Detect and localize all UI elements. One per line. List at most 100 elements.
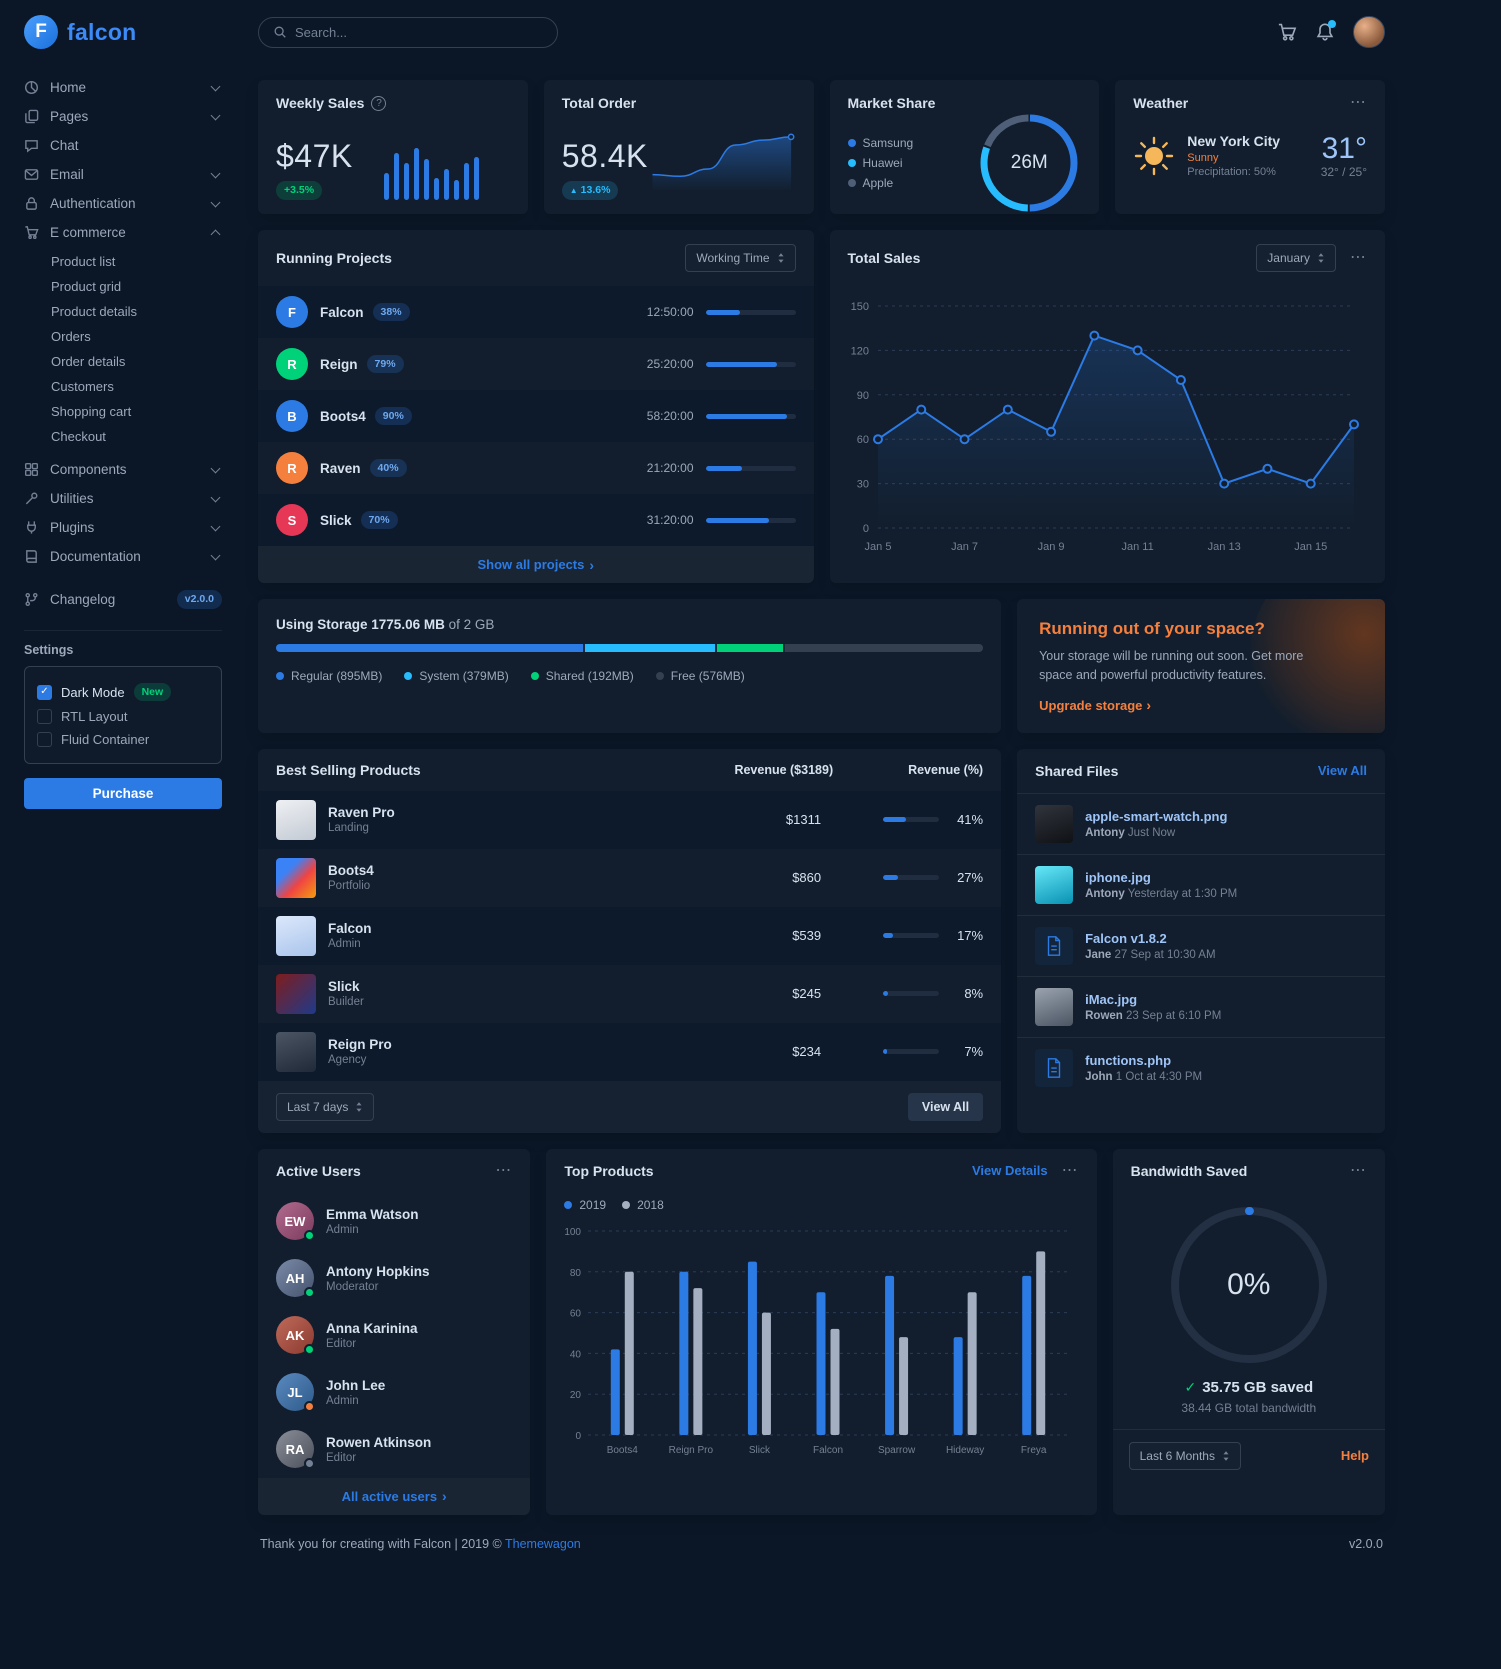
svg-text:120: 120 (850, 345, 868, 357)
dark-mode-option[interactable]: ✓ Dark Mode New (37, 679, 209, 706)
card-menu-button[interactable]: ⋯ (1061, 1161, 1079, 1179)
revenue-progress-bar (883, 1049, 940, 1055)
file-icon (1035, 1048, 1074, 1087)
user-name-link[interactable]: Antony Hopkins (326, 1263, 430, 1279)
sidebar-item-email[interactable]: Email (24, 160, 222, 189)
user-avatar[interactable] (1353, 16, 1385, 48)
file-name-link[interactable]: iphone.jpg (1085, 869, 1151, 885)
user-name-link[interactable]: John Lee (326, 1377, 386, 1393)
product-name-link[interactable]: Reign Pro (328, 1037, 392, 1053)
plug-icon (27, 521, 36, 534)
legend-item: Apple (847, 173, 914, 193)
sidebar-item-utilities[interactable]: Utilities (24, 484, 222, 513)
falcon-logo-icon: F (24, 15, 58, 49)
show-all-projects-link[interactable]: Show all projects › (258, 546, 814, 583)
project-name-link[interactable]: Slick (320, 512, 352, 528)
svg-text:Jan 7: Jan 7 (951, 541, 978, 553)
project-row: R Reign 79% 25:20:00 (258, 338, 814, 390)
card-menu-button[interactable]: ⋯ (1350, 249, 1367, 266)
sidebar-item-product-details[interactable]: Product details (51, 299, 222, 324)
sidebar-item-product-grid[interactable]: Product grid (51, 274, 222, 299)
product-name-link[interactable]: Boots4 (328, 863, 374, 879)
user-name-link[interactable]: Emma Watson (326, 1206, 419, 1222)
view-all-button[interactable]: View All (907, 1092, 984, 1121)
sidebar-item-components[interactable]: Components (24, 455, 222, 484)
chevron-up-icon (210, 229, 221, 239)
all-active-users-link[interactable]: All active users › (258, 1478, 530, 1515)
file-name-link[interactable]: apple-smart-watch.png (1085, 808, 1228, 824)
info-tooltip-icon[interactable]: ? (371, 95, 387, 111)
sidebar-item-changelog[interactable]: Changelog v2.0.0 (24, 583, 222, 616)
file-name-link[interactable]: iMac.jpg (1085, 991, 1138, 1007)
list-item: AH Antony Hopkins Moderator (258, 1250, 530, 1307)
sidebar-item-label: Product list (51, 254, 116, 269)
table-row: Slick Builder $245 8% (258, 965, 1001, 1023)
dark-mode-checkbox[interactable]: ✓ (37, 684, 52, 700)
sidebar-item-orders[interactable]: Orders (51, 324, 222, 349)
cart-button[interactable] (1277, 22, 1297, 42)
revenue-pct: 8% (964, 986, 984, 1002)
rtl-layout-option[interactable]: RTL Layout (37, 705, 209, 728)
help-link[interactable]: Help (1340, 1448, 1369, 1464)
product-name-link[interactable]: Raven Pro (328, 805, 395, 821)
sidebar-item-documentation[interactable]: Documentation (24, 542, 222, 571)
sidebar-item-home[interactable]: Home (24, 73, 222, 102)
upgrade-storage-link[interactable]: Upgrade storage › (1039, 698, 1151, 713)
file-name-link[interactable]: functions.php (1085, 1052, 1172, 1068)
project-name-link[interactable]: Reign (320, 356, 358, 372)
table-row: Reign Pro Agency $234 7% (258, 1022, 1002, 1081)
project-name-link[interactable]: Raven (320, 460, 361, 476)
time-range-select[interactable]: Last 7 days (276, 1092, 375, 1121)
project-name-link[interactable]: Boots4 (320, 408, 366, 424)
legend-dot (404, 672, 413, 680)
sidebar-item-ecommerce[interactable]: E commerce (24, 218, 222, 247)
sidebar-item-label: Product details (51, 304, 137, 319)
project-name-link[interactable]: Falcon (320, 304, 364, 320)
code-branch-icon (25, 592, 38, 606)
sidebar-item-plugins[interactable]: Plugins (24, 513, 222, 542)
rtl-layout-checkbox[interactable] (37, 709, 52, 725)
sidebar-item-checkout[interactable]: Checkout (51, 424, 222, 449)
file-user: Jane (1085, 948, 1112, 961)
file-name-link[interactable]: Falcon v1.8.2 (1085, 930, 1167, 946)
product-name-link[interactable]: Falcon (328, 921, 372, 937)
card-menu-button[interactable]: ⋯ (495, 1161, 513, 1179)
themewagon-link[interactable]: Themewagon (505, 1536, 581, 1551)
brand-logo[interactable]: F falcon (24, 15, 222, 49)
notifications-button[interactable] (1315, 20, 1336, 42)
storage-card: Using Storage 1775.06 MB of 2 GB Regular… (258, 599, 1002, 733)
list-item: EW Emma Watson Admin (258, 1193, 530, 1250)
sidebar-item-authentication[interactable]: Authentication (24, 189, 222, 218)
months-select[interactable]: Last 6 Months (1128, 1441, 1241, 1470)
product-name-link[interactable]: Slick (328, 979, 360, 995)
fluid-container-checkbox[interactable] (37, 732, 52, 748)
fluid-container-option[interactable]: Fluid Container (37, 728, 209, 751)
document-icon (1047, 935, 1061, 956)
upgrade-storage-card: Running out of your space? Your storage … (1017, 599, 1385, 733)
month-select[interactable]: January (1256, 244, 1336, 272)
legend-dot (655, 672, 664, 680)
sidebar-item-order-details[interactable]: Order details (51, 349, 222, 374)
view-all-files-link[interactable]: View All (1317, 763, 1367, 779)
sidebar-item-product-list[interactable]: Product list (51, 249, 222, 274)
card-menu-button[interactable]: ⋯ (1350, 94, 1367, 111)
user-name-link[interactable]: Anna Karinina (326, 1320, 418, 1336)
working-time-select[interactable]: Working Time (685, 244, 796, 272)
product-revenue: $245 (792, 986, 822, 1002)
legend-label: Apple (862, 176, 894, 190)
sidebar-item-customers[interactable]: Customers (51, 374, 222, 399)
sidebar-item-pages[interactable]: Pages (24, 102, 222, 131)
sidebar-item-chat[interactable]: Chat (24, 131, 222, 160)
svg-text:Jan 9: Jan 9 (1037, 541, 1064, 553)
user-name-link[interactable]: Rowen Atkinson (326, 1434, 432, 1450)
view-details-link[interactable]: View Details (971, 1163, 1048, 1179)
sidebar-item-shopping-cart[interactable]: Shopping cart (51, 399, 222, 424)
product-category: Portfolio (328, 880, 371, 893)
purchase-button[interactable]: Purchase (24, 778, 222, 810)
total-order-card: Total Order 58.4K ▲ 13.6% (543, 80, 814, 214)
search-box[interactable] (258, 16, 558, 48)
legend-item: Shared (192MB) (530, 666, 634, 686)
search-input[interactable] (295, 24, 543, 40)
card-menu-button[interactable]: ⋯ (1350, 1161, 1367, 1179)
